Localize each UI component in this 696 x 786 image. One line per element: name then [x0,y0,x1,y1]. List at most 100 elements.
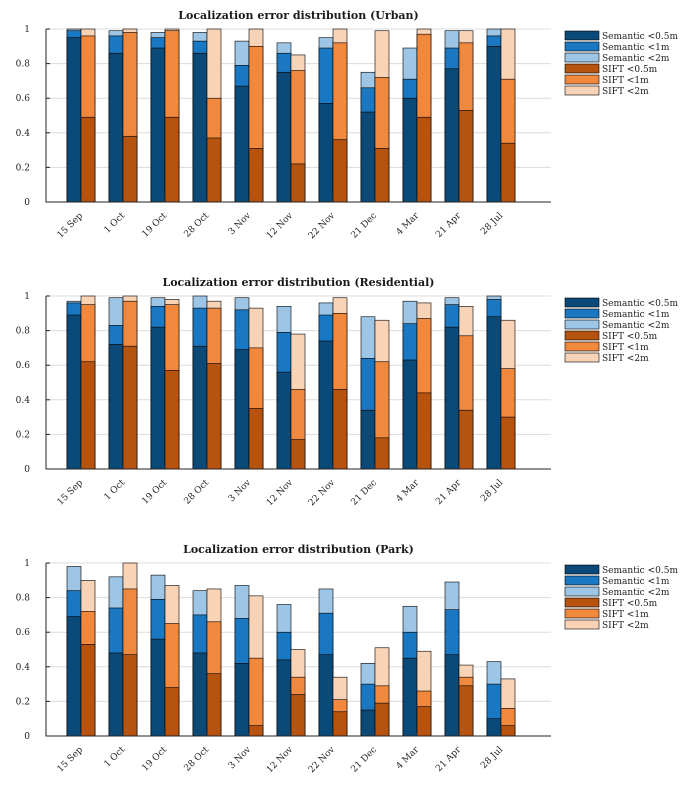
bar-semantic-0-5m-4-mar [402,97,418,203]
bar-sift-0-5m-12-nov [290,163,306,203]
legend-label: SIFT <0.5m [602,332,658,342]
x-tick-label: 3 Nov [227,477,254,504]
x-tick-label: 19 Oct [141,211,170,240]
bar-semantic-0-5m-1-oct [108,652,124,737]
legend-label: Semantic <1m [602,43,670,53]
bar-sift-0-5m-21-apr [458,685,474,737]
bar-sift-0-5m-12-nov [290,439,306,470]
legend-label: SIFT <0.5m [602,65,658,75]
x-tick-label: 12 Nov [265,477,296,508]
x-tick-label: 1 Oct [103,745,128,770]
bar-sift-0-5m-28-oct [206,363,222,470]
legend-swatch-semantic-2m [564,586,600,597]
y-tick-label: 0.4 [16,663,31,673]
bar-sift-0-5m-12-nov [290,694,306,737]
x-tick-label: 4 Mar [395,478,422,505]
legend-label: SIFT <2m [602,621,649,631]
legend-label: Semantic <0.5m [602,32,678,42]
legend-label: Semantic <0.5m [602,299,678,309]
legend-swatch-sift-0-5m [564,330,600,341]
legend-swatch-sift-0-5m [564,63,600,74]
bar-sift-0-5m-28-oct [206,137,222,203]
bar-sift-0-5m-21-apr [458,110,474,203]
bar-sift-0-5m-19-oct [164,687,180,737]
legend-label: Semantic <2m [602,54,670,64]
x-tick-label: 21 Apr [434,745,463,774]
legend-label: SIFT <1m [602,610,649,620]
y-tick-label: 0.8 [16,327,31,337]
y-tick-label: 0.6 [16,628,31,638]
bar-semantic-0-5m-15-sep [66,616,82,737]
x-tick-label: 4 Mar [395,211,422,238]
bar-sift-0-5m-21-dec [374,702,390,737]
x-tick-label: 4 Mar [395,745,422,772]
legend-swatch-semantic-1m [564,41,600,52]
y-tick-label: 0.4 [16,396,31,406]
y-tick-label: 1 [24,292,30,302]
bar-semantic-0-5m-3-nov [234,663,250,737]
bar-sift-0-5m-19-oct [164,370,180,470]
legend-swatch-semantic-2m [564,319,600,330]
bar-sift-0-5m-15-sep [80,644,96,737]
legend-label: Semantic <2m [602,588,670,598]
bar-sift-0-5m-21-dec [374,148,390,203]
bar-semantic-0-5m-21-apr [444,654,460,737]
bar-semantic-0-5m-28-oct [192,345,208,470]
y-tick-label: 0 [24,732,30,742]
x-tick-label: 15 Sep [56,478,86,508]
x-tick-label: 21 Apr [434,478,463,507]
y-tick-label: 1 [24,559,30,569]
legend-swatch-semantic-2m [564,52,600,63]
legend-label: Semantic <0.5m [602,566,678,576]
bar-semantic-0-5m-19-oct [150,326,166,470]
bar-semantic-0-5m-4-mar [402,657,418,737]
chart-panel-3: Localization error distribution (Park) 0 0… [16,543,679,775]
bar-sift-0-5m-19-oct [164,116,180,203]
bar-sift-0-5m-3-nov [248,725,264,737]
bar-semantic-0-5m-15-sep [66,37,82,203]
bar-semantic-0-5m-15-sep [66,314,82,470]
y-tick-label: 0.6 [16,361,31,371]
legend-swatch-semantic-0-5m [564,30,600,41]
bar-semantic-0-5m-19-oct [150,47,166,203]
bar-sift-0-5m-15-sep [80,116,96,203]
chart-title: Localization error distribution (Residen… [162,276,434,289]
bar-sift-0-5m-22-nov [332,711,348,737]
bar-semantic-0-5m-21-apr [444,68,460,203]
bar-semantic-0-5m-21-apr [444,326,460,470]
y-tick-label: 0.8 [16,594,31,604]
bar-semantic-0-5m-12-nov [276,659,292,737]
x-tick-label: 12 Nov [265,744,296,775]
legend-swatch-sift-1m [564,74,600,85]
bar-semantic-0-5m-28-jul [486,316,502,470]
legend-label: SIFT <2m [602,87,649,97]
legend-label: SIFT <0.5m [602,599,658,609]
bar-sift-0-5m-22-nov [332,389,348,470]
legend-label: SIFT <1m [602,76,649,86]
bar-semantic-0-5m-19-oct [150,638,166,737]
bar-sift-1m-3-nov [248,657,264,737]
bar-semantic-0-5m-1-oct [108,52,124,203]
bar-semantic-0-5m-21-dec [360,111,376,203]
chart-title: Localization error distribution (Park) [183,543,414,556]
bar-sift-0-5m-28-jul [500,142,516,203]
legend-swatch-sift-2m [564,619,600,630]
x-tick-label: 28 Jul [479,211,505,237]
bar-semantic-0-5m-28-oct [192,652,208,737]
y-tick-label: 0 [24,198,30,208]
bar-semantic-0-5m-1-oct [108,344,124,470]
bar-sift-0-5m-1-oct [122,654,138,737]
legend-swatch-semantic-0-5m [564,297,600,308]
y-tick-label: 0.2 [16,163,30,173]
y-tick-label: 0 [24,465,30,475]
x-tick-label: 22 Nov [307,477,338,508]
x-tick-label: 22 Nov [307,210,338,241]
bar-sift-0-5m-22-nov [332,139,348,203]
x-tick-label: 19 Oct [141,745,170,774]
x-tick-label: 3 Nov [227,744,254,771]
legend-swatch-sift-2m [564,85,600,96]
legend-label: Semantic <2m [602,321,670,331]
